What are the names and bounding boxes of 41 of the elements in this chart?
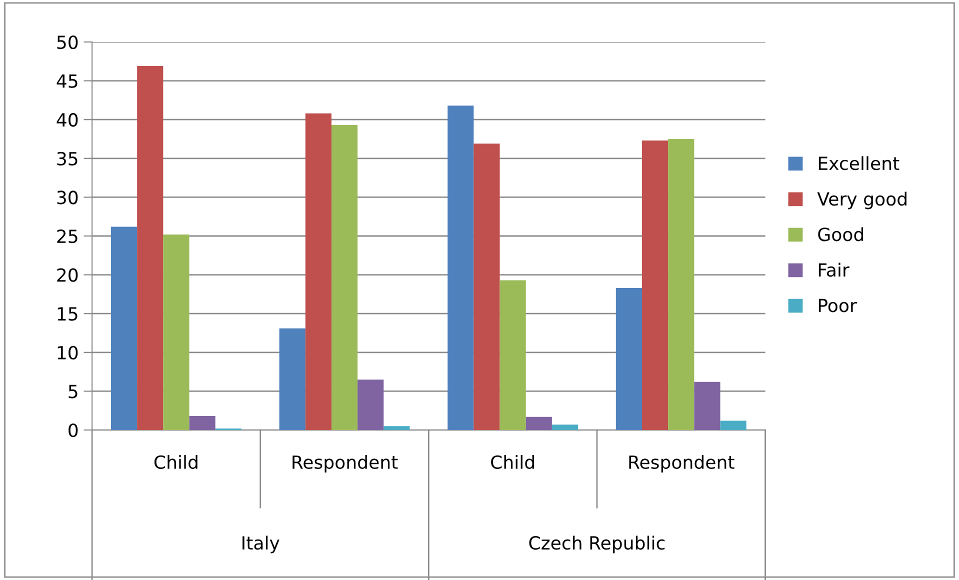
legend-label: Excellent [818,156,900,170]
bar [358,380,384,430]
bar [500,280,526,430]
y-tick-label: 25 [57,229,78,244]
y-tick-label: 35 [57,152,78,166]
bar [694,382,720,430]
x-tick-label: Child [154,455,198,469]
bar [305,113,332,430]
bar [163,234,190,430]
text: Italy [242,536,280,554]
bar [668,138,694,430]
y-tick-label: 5 [68,384,78,398]
x-tick-label: Respondent [292,455,398,472]
y-tick-label: 0 [68,423,78,438]
legend-label: Good [818,227,864,242]
legend-label: Poor [818,298,857,312]
y-tick-label: 30 [57,190,78,204]
bar [331,125,358,430]
bar [384,426,410,430]
legend-label: Very good [817,192,906,210]
bar [137,66,164,430]
y-tick-label: 50 [57,35,78,50]
bar [720,420,746,430]
bar [526,416,552,430]
bar [111,226,138,430]
bar [279,328,306,430]
bar [448,106,474,430]
y-tick-label: 40 [56,113,78,127]
bar [189,416,216,430]
text: Czech Republic [529,536,665,554]
y-tick-label: 10 [58,346,78,360]
legend-label: Fair [818,262,850,277]
x-tick-label: Respondent [629,455,734,472]
bar [552,424,578,430]
y-tick-label: 15 [58,307,78,321]
bar [642,140,668,430]
y-tick-label: 45 [56,74,78,88]
x-tick-label: Child [491,455,534,469]
y-tick-label: 20 [57,268,78,282]
bar [474,144,500,430]
bar [616,288,642,430]
